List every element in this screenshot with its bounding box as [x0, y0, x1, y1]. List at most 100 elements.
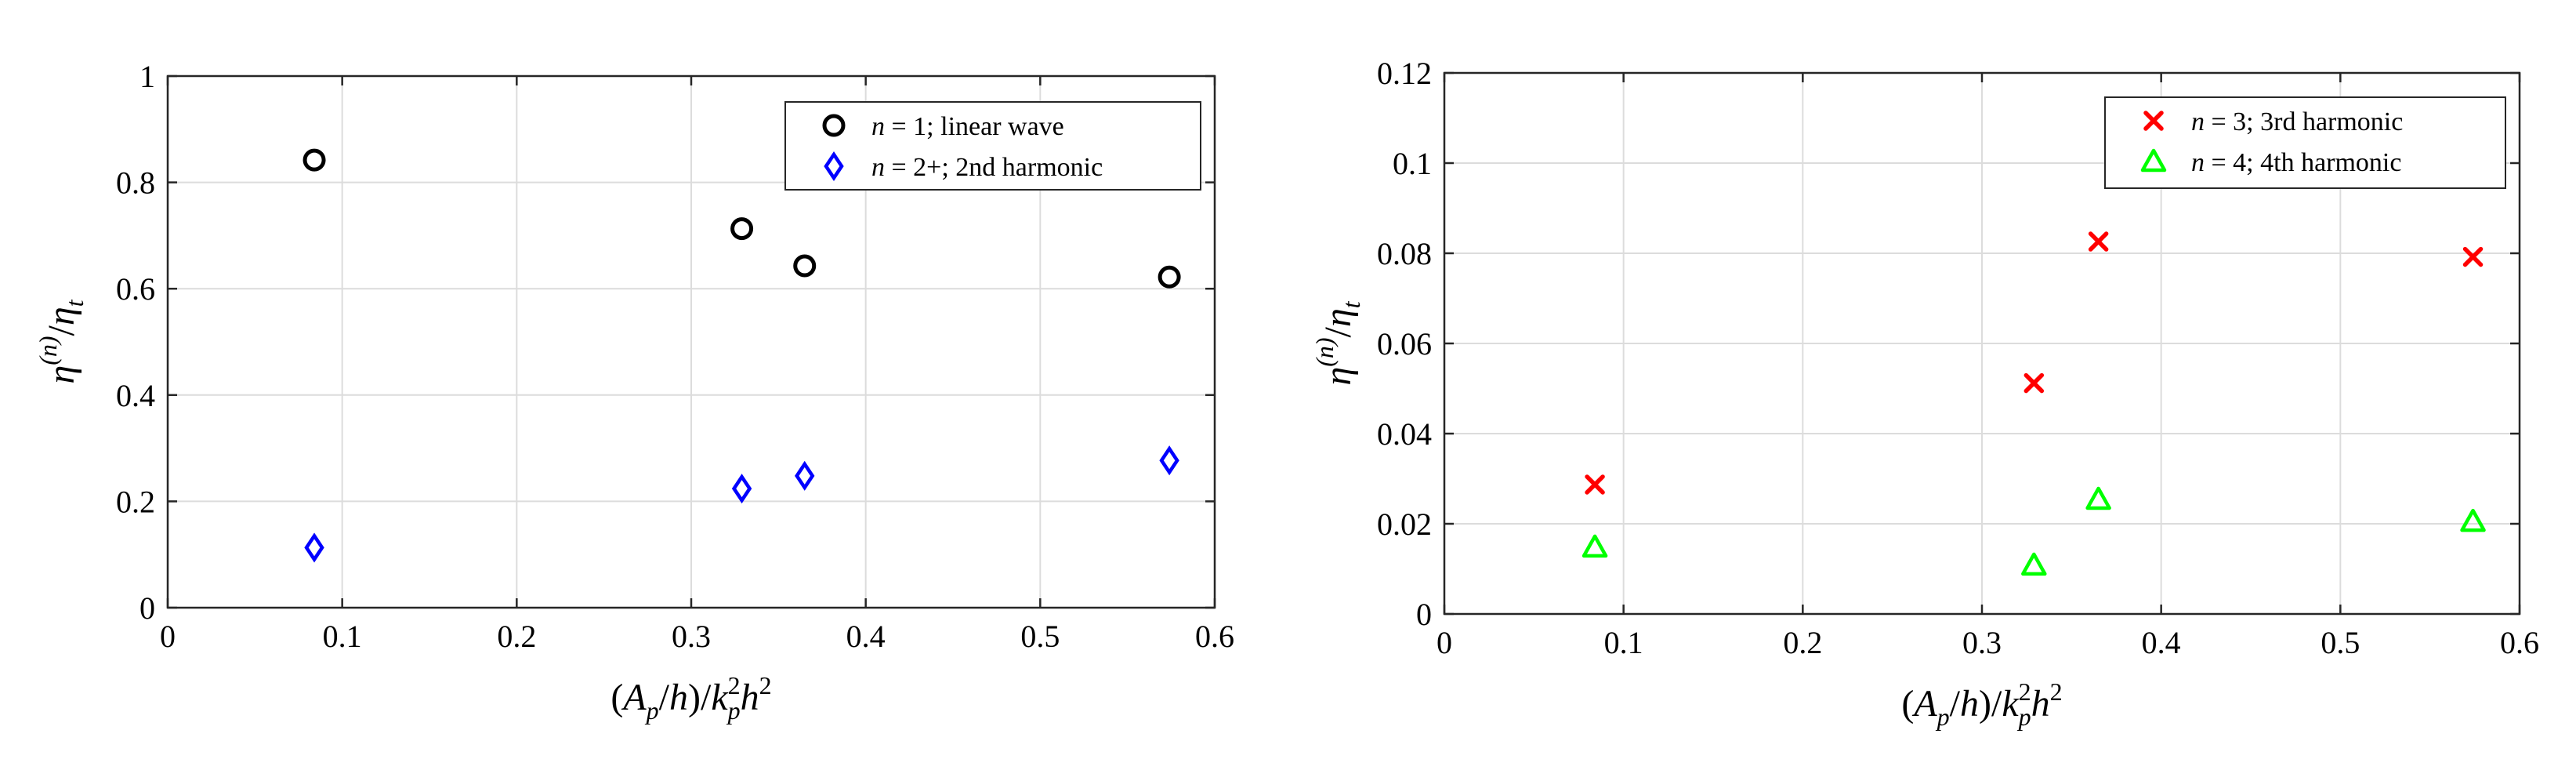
y-tick-label: 0.08 — [1377, 236, 1432, 271]
x-label-part: 2 — [2019, 677, 2031, 706]
x-axis-label: (Ap/h)/kp2h2 — [610, 671, 771, 725]
x-tick-label: 0.6 — [2500, 625, 2539, 660]
x-tick-label: 0.5 — [1020, 619, 1060, 654]
legend-var: n — [871, 153, 885, 182]
series-0 — [303, 148, 1181, 289]
x-label-part: ( — [610, 677, 623, 718]
x-label-part: h — [2031, 683, 2050, 725]
legend-label: n = 4; 4th harmonic — [2191, 148, 2401, 177]
y-label-part: η — [41, 365, 82, 384]
data-point-x — [1585, 474, 1605, 495]
x-label-part: k — [711, 677, 729, 718]
x-label-part: )/ — [688, 677, 712, 718]
y-tick-label: 0.2 — [116, 484, 155, 519]
x-label-part: A — [1911, 683, 1937, 725]
legend-marker — [822, 114, 846, 137]
y-label-part: (n) — [34, 336, 62, 365]
legend-text: = 4; 4th harmonic — [2205, 148, 2401, 177]
x-tick-label: 0.1 — [323, 619, 362, 654]
legend-var: n — [2191, 148, 2205, 177]
data-point-diamond — [1159, 445, 1179, 476]
data-point-triangle — [2460, 508, 2486, 532]
y-tick-label: 0.8 — [116, 165, 155, 201]
y-axis-label: η(n)/ηt — [34, 299, 89, 383]
x-label-part: h — [1960, 683, 1979, 725]
x-label-part: h — [741, 677, 759, 718]
x-label-part: 2 — [2050, 677, 2063, 706]
legend-label: n = 1; linear wave — [871, 112, 1064, 141]
series-1 — [1581, 486, 2486, 576]
y-label-part: / — [41, 325, 82, 336]
data-point-circle — [1158, 265, 1181, 289]
y-tick-label: 0 — [139, 590, 155, 626]
legend-box — [784, 101, 1201, 191]
x-tick-label: 0.2 — [497, 619, 536, 654]
x-tick-label: 0.3 — [672, 619, 711, 654]
data-point-x — [2462, 246, 2484, 267]
y-tick-label: 0 — [1416, 597, 1432, 632]
y-tick-label: 0.02 — [1377, 507, 1432, 542]
x-tick-label: 0 — [1437, 625, 1452, 660]
y-axis-label: η(n)/ηt — [1310, 300, 1365, 385]
left-chart: 0 0.1 0.2 0.3 0.4 0.5 0.600.20.40.60.81(Ap/h)/… — [34, 59, 1234, 725]
x-label-part: )/ — [1979, 683, 2002, 725]
x-label-part: 2 — [728, 671, 741, 699]
series-0 — [1585, 231, 2484, 495]
right-chart: 0 0.1 0.2 0.3 0.4 0.5 0.6 0 0.02 0.04 0.06 0.08 0.1 0… — [1310, 56, 2539, 731]
y-tick-label: 0.04 — [1377, 416, 1432, 452]
y-label-part: η — [1317, 367, 1359, 386]
y-tick-label: 0.4 — [116, 378, 155, 413]
x-tick-label: 0.3 — [1962, 625, 2002, 660]
x-tick-label: 0.4 — [846, 619, 886, 654]
legend-label: n = 2+; 2nd harmonic — [871, 153, 1103, 182]
legend-box — [2104, 96, 2506, 189]
x-tick-label: 0.6 — [1195, 619, 1234, 654]
data-point-diamond — [731, 474, 752, 504]
data-point-circle — [730, 217, 754, 241]
legend-marker — [2140, 148, 2167, 173]
y-tick-label: 0.06 — [1377, 326, 1432, 361]
x-label-part: ( — [1901, 683, 1914, 725]
x-label-part: p — [2017, 703, 2031, 731]
y-tick-label: 1 — [139, 59, 155, 94]
legend-var: n — [2191, 107, 2205, 136]
x-label-part: p — [645, 696, 659, 725]
data-point-triangle — [2021, 552, 2047, 576]
x-tick-label: 0.5 — [2321, 625, 2360, 660]
x-label-part: p — [1936, 703, 1950, 731]
legend-label: n = 3; 3rd harmonic — [2191, 107, 2403, 136]
y-label-part: / — [1317, 326, 1359, 337]
legend-marker — [824, 151, 844, 182]
x-tick-label: 0.4 — [2142, 625, 2181, 660]
x-label-part: p — [726, 696, 741, 725]
data-point-triangle — [2085, 486, 2111, 510]
x-label-part: h — [669, 677, 688, 718]
y-label-part: t — [1337, 300, 1365, 308]
y-tick-label: 0.6 — [116, 271, 155, 307]
legend-text: = 1; linear wave — [885, 112, 1064, 141]
legend-text: = 2+; 2nd harmonic — [885, 153, 1103, 182]
data-point-x — [2088, 231, 2109, 252]
y-label-part: η — [41, 307, 82, 325]
legend-var: n — [871, 112, 885, 141]
y-tick-label: 0.12 — [1377, 56, 1432, 91]
y-label-part: t — [60, 299, 89, 307]
legend-text: = 3; 3rd harmonic — [2205, 107, 2403, 136]
data-point-x — [2023, 372, 2045, 394]
y-tick-label: 0.1 — [1393, 146, 1432, 181]
series-1 — [304, 445, 1179, 563]
y-label-part: η — [1317, 308, 1359, 327]
y-label-part: (n) — [1310, 337, 1339, 366]
x-label-part: A — [621, 677, 647, 718]
x-label-part: k — [2002, 683, 2020, 725]
x-axis-label: (Ap/h)/kp2h2 — [1901, 677, 2062, 731]
data-point-diamond — [304, 532, 324, 563]
x-tick-label: 0.1 — [1604, 625, 1643, 660]
data-point-circle — [303, 148, 326, 172]
legend-marker — [2143, 111, 2164, 131]
data-point-diamond — [795, 460, 815, 491]
x-tick-label: 0.2 — [1783, 625, 1822, 660]
